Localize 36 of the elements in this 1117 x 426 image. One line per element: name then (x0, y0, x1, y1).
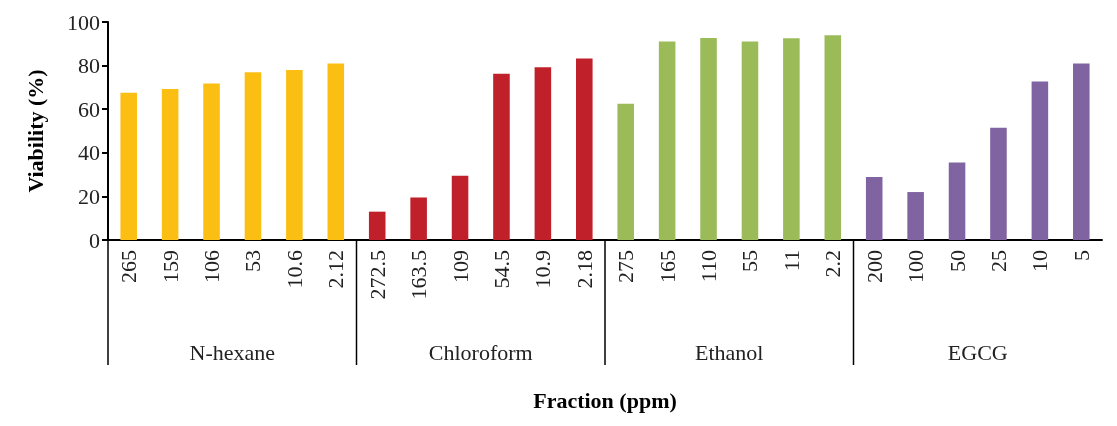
x-tick-label: 109 (447, 250, 473, 283)
y-axis-title: Viability (%) (22, 69, 48, 193)
x-tick-label: 11 (778, 250, 804, 272)
x-tick-label: 55 (737, 250, 763, 272)
y-tick-label: 20 (78, 183, 100, 209)
x-tick-label: 5 (1068, 250, 1094, 261)
x-tick-label: 54.5 (488, 250, 514, 289)
x-tick-label: 200 (861, 250, 887, 283)
y-tick-label: 0 (89, 227, 100, 253)
x-tick-label: 272.5 (364, 250, 390, 300)
x-tick-label: 25 (985, 250, 1011, 272)
x-tick-label: 10 (1027, 250, 1053, 272)
x-tick-label: 110 (696, 250, 722, 283)
x-tick-label: 265 (116, 250, 142, 283)
x-tick-label: 2.18 (571, 250, 597, 289)
text: Chloroform (428, 339, 533, 365)
text: EGCG (947, 339, 1008, 365)
x-tick-label: 159 (157, 250, 183, 283)
x-tick-label: 2.2 (820, 250, 846, 278)
y-tick-label: 80 (78, 53, 100, 79)
x-tick-label: 2.12 (323, 250, 349, 289)
x-tick-label: 106 (199, 250, 225, 283)
x-tick-label: 53 (240, 250, 266, 272)
x-tick-label: 100 (903, 250, 929, 283)
x-tick-label: 10.6 (281, 250, 307, 289)
x-tick-label: 275 (613, 250, 639, 283)
x-tick-label: 165 (654, 250, 680, 283)
y-tick-label: 60 (78, 96, 100, 122)
text: Ethanol (695, 339, 764, 365)
y-tick-label: 40 (78, 140, 100, 166)
x-tick-label: 163.5 (406, 250, 432, 300)
y-tick-label: 100 (67, 9, 100, 35)
x-axis-title: Fraction (ppm) (533, 387, 677, 413)
x-tick-label: 50 (944, 250, 970, 272)
text: N-hexane (189, 339, 276, 365)
x-tick-label: 10.9 (530, 250, 556, 289)
